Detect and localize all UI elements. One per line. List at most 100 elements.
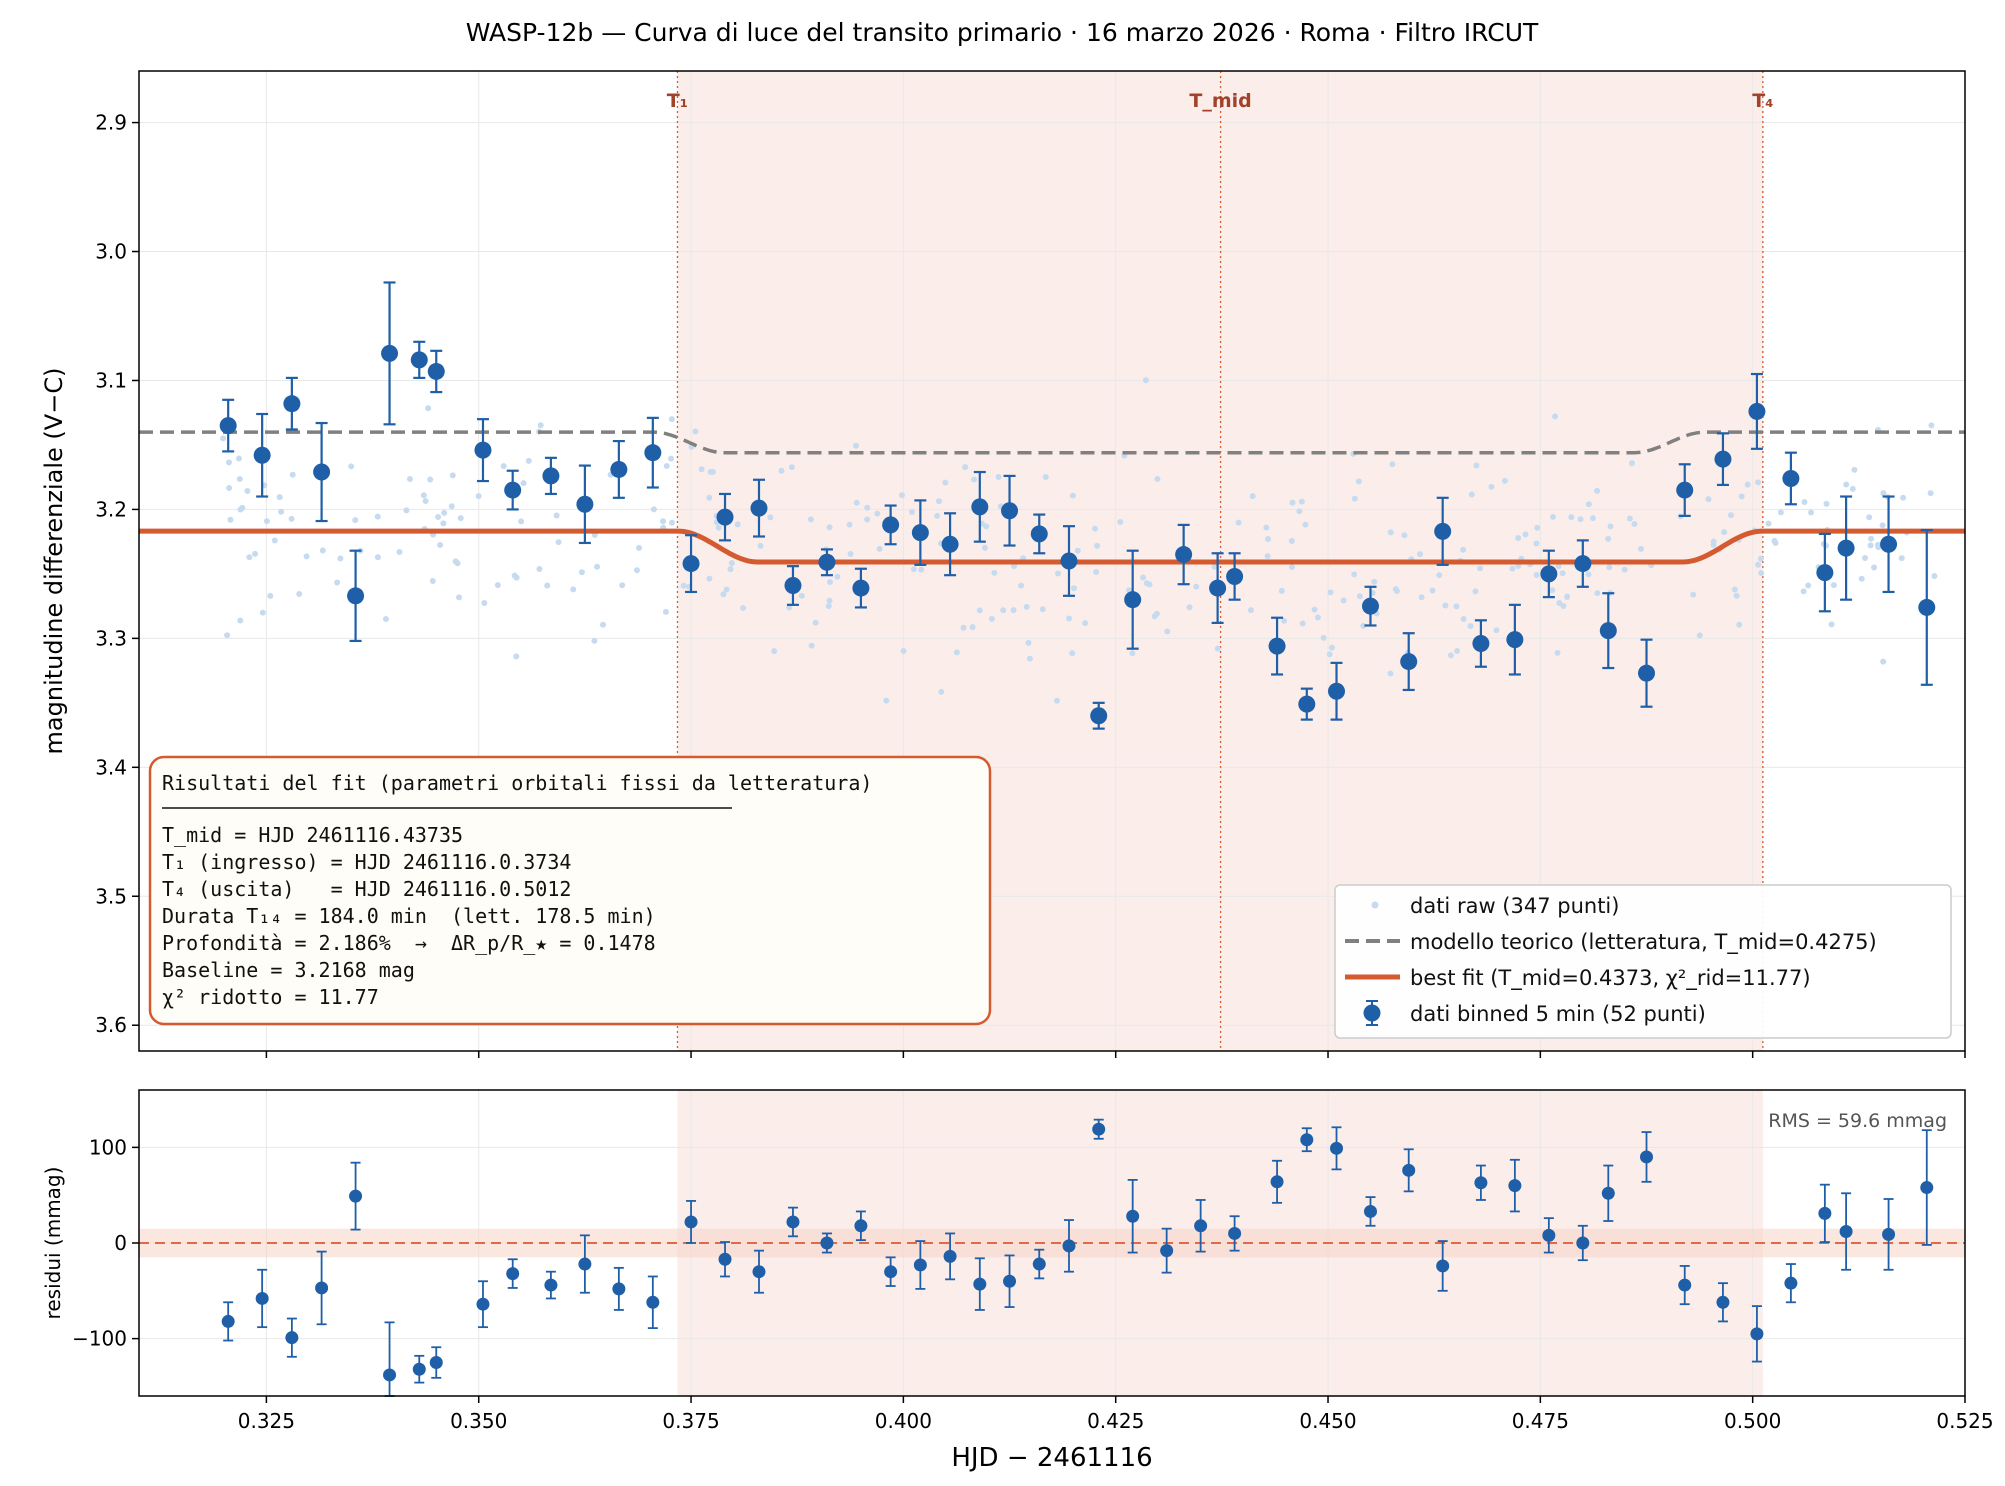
raw-point [537,422,544,429]
raw-point [1556,599,1563,606]
raw-point [825,603,832,610]
binned-point [1268,616,1286,676]
raw-point [1351,495,1358,502]
raw-point [1026,655,1033,662]
raw-point [235,455,242,462]
raw-point [1311,606,1318,613]
raw-point [934,512,941,519]
raw-point [1772,539,1779,546]
raw-point [1898,555,1905,562]
legend-model-label: modello teorico (letteratura, T_mid=0.42… [1410,930,1877,955]
residual-point [1474,1164,1488,1201]
raw-point [995,473,1002,480]
residual-point [1032,1248,1046,1280]
raw-point [440,520,447,527]
raw-point [481,599,488,606]
raw-point [448,503,455,510]
raw-point [224,632,231,639]
raw-point [942,479,949,486]
raw-point [633,567,640,574]
residual-point [684,1200,698,1244]
raw-point [525,457,532,464]
raw-point [846,521,853,528]
raw-point [1010,607,1017,614]
residual-point [1818,1183,1832,1243]
raw-point [1442,602,1449,609]
raw-point [1621,566,1628,573]
raw-point [1488,483,1495,490]
x-tick-label: 0.325 [238,1409,295,1433]
residual-point [1436,1240,1450,1292]
raw-point [1069,650,1076,657]
raw-point [1755,561,1762,568]
raw-point [1164,628,1171,635]
residual-point [1716,1282,1730,1323]
raw-point [1589,515,1596,522]
raw-point [435,514,442,521]
raw-point [788,464,795,471]
fit-box-title: Risultati del fit (parametri orbitali fi… [162,771,872,795]
raw-point [1472,588,1479,595]
raw-point [263,518,270,525]
binned-point [1298,687,1316,721]
raw-point [422,498,429,505]
y-tick-label: 2.9 [95,111,127,135]
raw-point [553,512,560,519]
raw-point [425,405,432,412]
binned-point [1676,463,1694,517]
fit-line-duration: Durata T₁₄ = 184.0 min (lett. 178.5 min) [162,904,656,928]
raw-point [1296,508,1303,515]
raw-point [1186,604,1193,611]
fit-line-t1: T₁ (ingresso) = HJD 2461116.0.3734 [162,850,571,874]
raw-point [1628,460,1635,467]
raw-point [1851,466,1858,473]
residual-point [1270,1159,1284,1204]
raw-point [1843,481,1850,488]
raw-point [910,566,917,573]
raw-point [456,594,463,601]
y-tick-label: 100 [89,1135,127,1159]
raw-point [1585,501,1592,508]
raw-point [1744,481,1751,488]
binned-point [682,534,700,594]
raw-point [276,494,283,501]
raw-point [1235,519,1242,526]
raw-point [962,464,969,471]
raw-point [1585,571,1592,578]
raw-point [960,624,967,631]
raw-point [636,544,643,551]
fit-line-chi2: χ² ridotto = 11.77 [162,985,379,1009]
raw-point [1477,565,1484,572]
raw-point [1928,422,1935,429]
legend-raw-label: dati raw (347 punti) [1410,894,1619,918]
raw-point [900,647,907,654]
raw-point [457,515,464,522]
raw-point [1862,554,1869,561]
raw-point [259,609,266,616]
residual-point [1678,1265,1692,1306]
raw-point [1129,650,1136,657]
raw-point [1533,540,1540,547]
raw-point [1931,573,1938,580]
raw-point [494,582,501,589]
binned-point [1837,495,1855,601]
raw-point [1868,535,1875,542]
x-tick-label: 0.425 [1087,1409,1144,1433]
residual-point [1003,1254,1017,1308]
raw-point [757,542,764,549]
raw-point [808,642,815,649]
raw-point [874,510,881,517]
binned-point [1880,495,1898,594]
raw-point [382,616,389,623]
raw-point [1605,535,1612,542]
fit-results-box: Risultati del fit (parametri orbitali fi… [148,755,992,1026]
raw-point [1927,490,1934,497]
residual-point [506,1258,520,1289]
raw-point [834,573,841,580]
raw-point [1705,496,1712,503]
residual-point [1402,1148,1416,1193]
raw-point [1738,493,1745,500]
raw-point [454,560,461,567]
residual-point [412,1354,426,1384]
binned-point [347,549,365,643]
